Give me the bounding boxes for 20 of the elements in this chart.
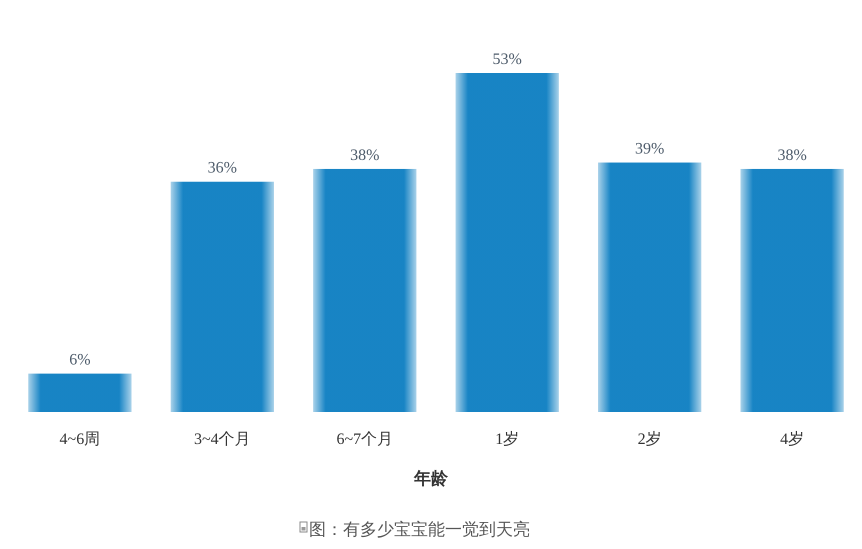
x-tick-label: 1岁 xyxy=(495,430,520,448)
x-tick-label: 4~6周 xyxy=(60,431,100,448)
bar xyxy=(28,374,132,412)
x-axis-title: 年龄 xyxy=(413,469,449,489)
x-tick-label: 4岁 xyxy=(780,430,804,448)
data-label: 38% xyxy=(350,146,380,164)
data-label: 38% xyxy=(777,146,807,164)
text: 图：有多少宝宝能一觉到天亮 xyxy=(309,520,530,540)
bar xyxy=(740,168,844,412)
bar xyxy=(313,168,416,412)
data-label: 39% xyxy=(635,140,664,158)
bar xyxy=(456,73,559,412)
x-tick-label: 2岁 xyxy=(638,430,662,448)
x-tick-label: 3~4个月 xyxy=(194,430,251,448)
data-label: 6% xyxy=(69,352,91,369)
x-tick-label: 6~7个月 xyxy=(336,430,394,448)
data-label: 53% xyxy=(492,51,522,68)
data-label: 36% xyxy=(208,160,237,177)
bar xyxy=(598,162,702,412)
bar xyxy=(170,182,274,412)
